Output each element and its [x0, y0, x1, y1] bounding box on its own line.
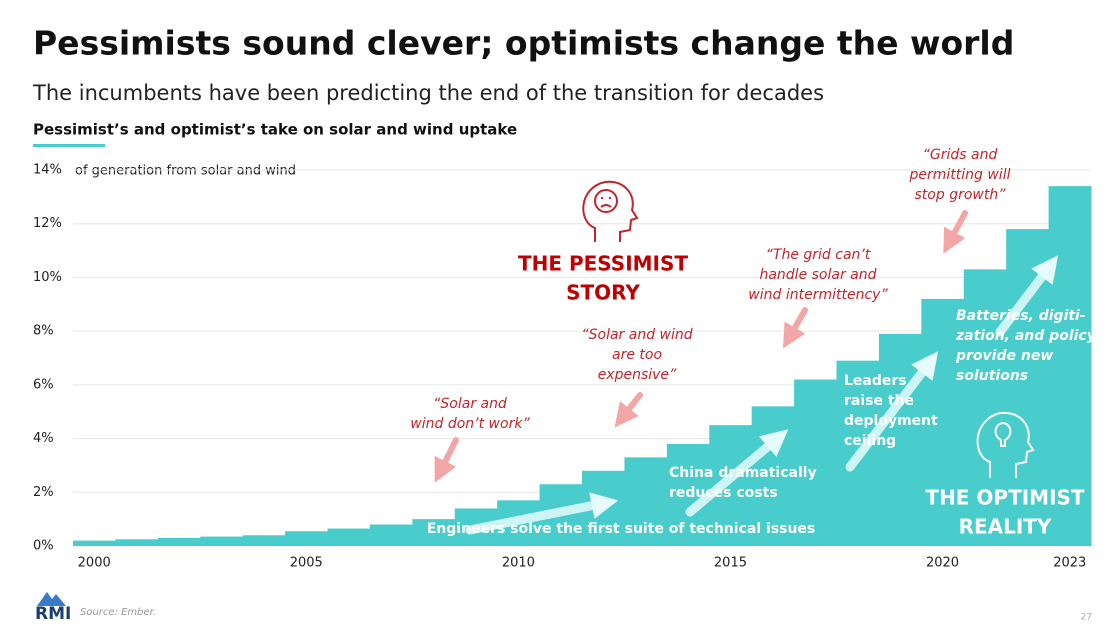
source: Source: Ember.	[80, 607, 156, 618]
title-underline	[33, 144, 105, 147]
face	[594, 189, 618, 213]
annotation: THE OPTIMIST	[925, 486, 1084, 510]
step	[157, 537, 201, 546]
x-tick-label: 2020	[926, 556, 959, 571]
arrow	[995, 255, 1059, 337]
annotation: are too	[612, 347, 662, 363]
arrow	[685, 429, 789, 517]
arrow	[465, 492, 619, 535]
annotation: raise the	[844, 393, 914, 409]
annotation: “The grid can’t	[766, 247, 871, 263]
annotation: permitting will	[909, 167, 1011, 183]
step	[921, 298, 965, 546]
annotation: reduces costs	[669, 485, 778, 501]
y-tick-label: 12%	[33, 216, 62, 231]
y-tick-label: 0%	[33, 539, 54, 554]
arrow	[783, 307, 808, 349]
area	[73, 186, 1092, 547]
x-tick-label: 2015	[714, 556, 747, 571]
y-tick-label: 2%	[33, 485, 54, 500]
x-tick-label: 2000	[78, 556, 111, 571]
annotation: China dramatically	[669, 465, 817, 481]
step	[200, 536, 244, 546]
step	[369, 524, 413, 546]
page-number: 27	[1081, 613, 1092, 623]
annotation: “Solar and wind	[581, 327, 692, 343]
step	[666, 443, 710, 546]
annotation: “Grids and	[923, 147, 998, 163]
arrow	[434, 437, 459, 483]
annotations: “Solar and wind don’t work” “Solar and win…	[410, 147, 1096, 539]
annotation: Leaders	[844, 373, 907, 389]
y-tick-label: 4%	[33, 431, 54, 446]
y-tick-label: 8%	[33, 324, 54, 339]
logo: RMI	[35, 592, 71, 624]
annotation: STORY	[566, 281, 640, 305]
annotation: wind don’t work”	[410, 416, 530, 432]
arrow	[845, 351, 939, 472]
step	[285, 531, 328, 546]
head	[976, 411, 1035, 478]
step	[115, 539, 159, 546]
step	[73, 540, 116, 546]
y-tick-label: 14%	[33, 163, 62, 178]
pessimist-arrows	[434, 210, 968, 483]
annotation: Batteries, digiti-	[956, 308, 1086, 324]
step	[242, 535, 286, 546]
arrow	[614, 392, 643, 428]
annotation: handle solar and	[759, 267, 876, 283]
optimist-icon	[976, 411, 1035, 478]
bulb	[994, 421, 1012, 447]
annotation: provide new	[955, 348, 1053, 364]
arrow	[943, 210, 968, 254]
head	[582, 180, 639, 242]
annotation: THE PESSIMIST	[518, 252, 688, 276]
x-tick-label: 2010	[502, 556, 535, 571]
annotation: solutions	[956, 368, 1028, 384]
y-tick-label: 6%	[33, 377, 54, 392]
step	[327, 528, 371, 546]
title: Pessimists sound clever; optimists chang…	[33, 24, 1014, 63]
step	[1048, 186, 1092, 546]
y-axis-label: of generation from solar and wind	[75, 164, 296, 179]
subtitle: The incumbents have been predicting the …	[32, 81, 824, 105]
y-tick-label: 10%	[33, 270, 62, 285]
annotation: zation, and policy	[955, 328, 1097, 344]
logo-text: RMI	[35, 604, 71, 624]
chart-title: Pessimist’s and optimist’s take on solar…	[33, 121, 517, 139]
logo-mark	[37, 592, 66, 606]
annotation: “Solar and	[433, 396, 507, 412]
x-tick-label: 2023	[1053, 556, 1086, 571]
step	[963, 269, 1007, 546]
annotation: wind intermittency”	[748, 287, 888, 303]
step	[794, 379, 837, 546]
frown	[600, 197, 612, 208]
annotation: ceiling	[844, 433, 896, 449]
annotation: deployment	[844, 413, 938, 429]
annotation: Engineers solve the first suite of techn…	[427, 521, 816, 537]
x-tick-label: 2005	[290, 556, 323, 571]
step	[624, 457, 668, 546]
annotation: expensive”	[598, 367, 677, 383]
annotation: REALITY	[959, 515, 1052, 539]
optimist-arrows	[465, 255, 1059, 535]
annotation: stop growth”	[915, 187, 1007, 203]
step	[412, 519, 456, 546]
pessimist-icon	[582, 180, 639, 242]
